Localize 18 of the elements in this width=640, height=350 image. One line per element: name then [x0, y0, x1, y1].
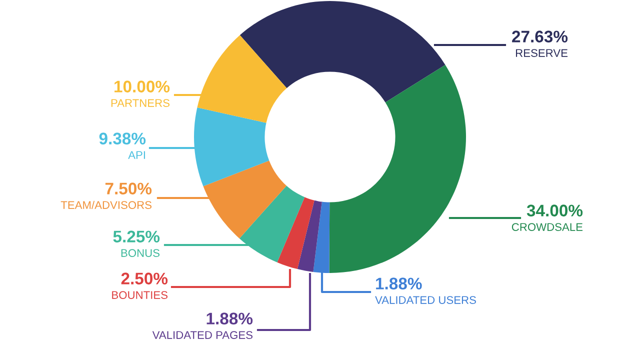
slice-label: CROWDSALE	[512, 223, 583, 231]
slice-label: RESERVE	[516, 49, 568, 57]
slice-label: PARTNERS	[111, 99, 170, 107]
slice-label: VALIDATED PAGES	[152, 331, 252, 339]
data-label: 10.00%	[114, 80, 170, 92]
data-label: 9.38%	[99, 132, 146, 144]
data-label: 5.25%	[113, 230, 160, 242]
slice-label: VALIDATED USERS	[375, 296, 476, 304]
data-label: 34.00%	[526, 204, 583, 216]
data-label: 2.50%	[121, 272, 168, 284]
data-label: 27.63%	[512, 30, 568, 42]
data-label: 7.50%	[105, 182, 152, 194]
slice-label: BOUNTIES	[112, 291, 168, 299]
data-label: 1.88%	[206, 312, 253, 324]
slice-label: API	[128, 151, 145, 159]
data-label: 1.88%	[376, 278, 422, 290]
slice-label: BONUS	[121, 249, 160, 257]
slice-label: TEAM/ADVISORS	[60, 200, 152, 209]
